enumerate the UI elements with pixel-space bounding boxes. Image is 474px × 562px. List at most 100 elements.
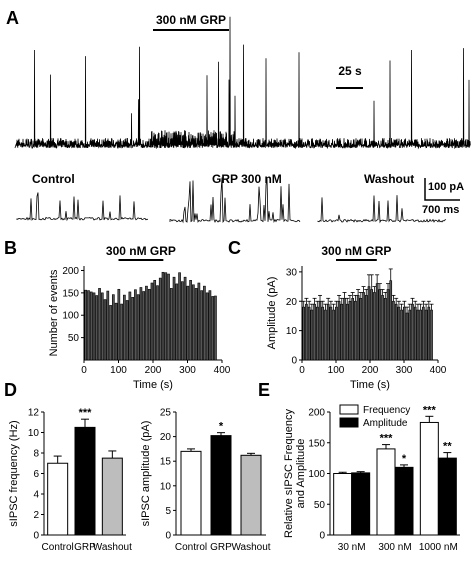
data-bar [210,435,232,536]
y-tick-label: 0 [319,531,325,542]
category-label: Washout [231,542,270,553]
y-tick-label: 12 [28,408,40,419]
data-bar [375,283,379,361]
grp-application-label: 300 nM GRP [156,13,226,27]
y-tick-label: 100 [62,311,79,322]
data-bar [131,297,134,361]
data-bar [356,295,360,361]
y-tick-label: 20 [286,297,298,308]
data-bar [376,448,396,536]
y-tick-label: 5 [165,506,171,517]
data-bar [383,298,387,361]
data-bar [125,300,129,361]
significance-marker: * [402,453,407,465]
data-bar [422,306,425,361]
data-bar [302,306,306,361]
data-bar [183,276,187,361]
y-axis-title: Number of events [48,269,60,356]
data-bar [427,306,431,361]
panel-b-chart: 0 100 200 300 400 50 100 150 200 300 nM GRP Time (… [48,244,231,391]
washout-segment-trace [317,195,447,224]
category-label: 1000 nM [419,542,458,553]
data-bar [326,303,330,361]
category-label: 300 nM [378,542,411,553]
significance-marker: *** [380,433,394,445]
data-bar [405,312,409,361]
x-tick-label: 0 [81,365,87,376]
legend-swatch [339,417,359,428]
data-bar [117,288,121,361]
data-bar [128,291,132,361]
data-bar [175,283,179,361]
data-bar [359,298,363,361]
category-label: Control [42,542,74,553]
legend-label: Amplitude [363,418,408,429]
data-bar [74,426,96,536]
data-bar [329,306,333,361]
data-bar [400,309,403,361]
y-tick-label: 25 [160,408,172,419]
data-bar [351,472,371,536]
data-bar [172,276,176,361]
category-label: GRP [210,542,232,553]
data-bar [205,292,209,361]
data-bar [100,292,104,361]
data-bar [313,303,316,361]
data-bar [351,298,354,361]
data-bar [408,309,412,361]
data-bar [307,306,311,361]
data-bar [240,454,262,536]
data-bar [145,285,148,361]
data-bar [95,295,99,361]
data-bar [84,289,88,361]
y-tick-label: 0 [165,531,171,542]
data-bar [109,305,112,361]
category-label: Control [175,542,207,553]
y-tick-label: 100 [308,469,325,480]
legend-swatch [339,404,359,415]
data-bar [197,282,201,361]
data-bar [424,309,428,361]
data-bar [180,450,202,536]
data-bar [335,306,338,361]
x-tick-label: 100 [328,365,345,376]
data-bar [340,303,344,361]
data-bar [337,300,341,361]
data-bar [47,462,69,536]
data-bar [394,303,398,361]
data-bar [92,292,96,361]
x-axis-title: Time (s) [133,379,173,391]
data-bar [178,272,181,361]
data-bar [153,280,157,361]
y-tick-label: 15 [160,457,172,468]
panel-c-chart: 0 100 200 300 400 0 10 20 30 300 nM GRP Time (s) Am… [266,244,447,391]
data-bar [397,306,401,361]
data-bar [89,291,93,361]
y-tick-label: 150 [308,438,325,449]
y-axis-title: sIPSC amplitude (pA) [140,421,152,527]
data-bar [87,290,90,361]
y-axis-title: Amplitude (pA) [266,277,278,350]
data-bar [437,457,457,536]
data-bar [111,294,115,361]
y-tick-label: 4 [33,490,39,501]
panel-label-a: A [6,8,19,28]
data-bar [101,457,123,536]
data-bar [164,272,168,361]
data-bar [139,287,143,361]
data-bar [147,288,151,361]
y-tick-label: 10 [28,428,40,439]
y-tick-label: 8 [33,449,39,460]
y-tick-label: 20 [160,432,172,443]
significance-marker: *** [423,404,437,416]
data-bar [370,289,374,361]
data-bar [120,303,123,361]
significance-marker: ** [443,441,452,453]
continuous-current-trace [14,16,471,150]
data-bar [214,295,217,361]
data-bar [136,294,140,361]
data-bar [200,290,203,361]
x-tick-label: 400 [214,365,231,376]
segment-label-control: Control [32,172,75,186]
category-label: Washout [93,542,132,553]
